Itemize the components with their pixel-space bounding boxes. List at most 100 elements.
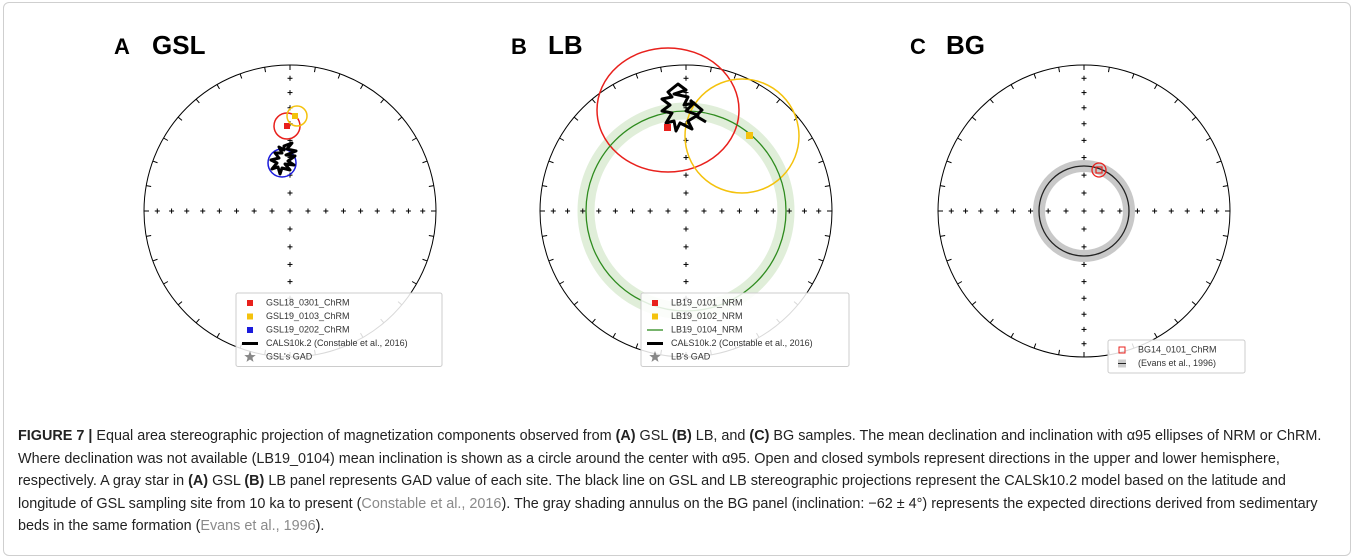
expected-circle [1038,165,1130,257]
rim-tick [548,160,554,164]
rim-tick [163,137,169,141]
rim-tick [635,73,639,79]
legend-marker [247,300,253,306]
legend-label: GSL19_0103_ChRM [266,311,350,321]
rim-tick [152,160,158,164]
rim-tick [239,73,243,79]
rim-tick [216,332,220,338]
rim-tick [946,258,952,262]
rim-tick [1033,343,1037,349]
rim-tick [1191,116,1197,121]
rim-tick [380,98,385,104]
legend-marker [652,313,658,320]
figure-frame [3,2,1351,556]
rim-tick [264,67,267,73]
legend-label: GSL19_0202_ChRM [266,324,350,334]
panel-title: BG [946,30,985,60]
legend-label: CALS10k.2 (Constable et al., 2016) [266,338,408,348]
rim-tick [1131,73,1135,79]
rim-tick [660,67,663,73]
legend-label: CALS10k.2 (Constable et al., 2016) [671,338,813,348]
caption-text: ). The gray shading annulus on the BG pa… [18,495,1318,535]
legend-label: GSL's GAD [266,351,313,361]
rim-tick [1107,67,1110,73]
rim-tick [146,234,152,237]
legend-box [235,292,443,367]
rim-tick [989,98,994,104]
rim-tick [422,258,428,262]
rim-tick [971,301,977,306]
rim-tick [163,281,169,285]
rim-tick [1216,258,1222,262]
rim-tick [612,84,616,90]
a95-ellipse [286,105,308,127]
rim-tick [1010,332,1014,338]
mean-direction [664,124,671,131]
rim-tick [216,84,220,90]
legend-marker [244,351,256,362]
rim-tick [428,234,434,237]
legend-label: LB19_0102_NRM [671,311,743,321]
rim-tick [940,185,946,188]
caption-text: GSL [635,428,672,444]
figure: A GSL B LB C BG GSL18_0301_ChRM GSL19_010… [114,30,1246,374]
rim-tick [940,234,946,237]
rim-tick [1154,84,1158,90]
rim-tick [807,281,813,285]
rim-tick [152,258,158,262]
rim-tick [818,160,824,164]
caption-text: ). [315,518,325,535]
rim-tick [635,343,639,349]
rim-tick [1222,234,1228,237]
rim-tick [971,116,977,121]
caption-text: LB panel represents GAD value of each si… [18,473,1286,512]
caption-ref: (C) [749,428,770,444]
caption: FIGURE 7 | Equal area stereographic proj… [18,425,1336,538]
rim-tick [360,84,364,90]
panel-letter: B [511,34,527,59]
mean-direction [284,123,290,129]
caption-ref: (B) [671,428,692,444]
a95-ellipse [684,78,800,194]
rim-tick [989,318,994,324]
legend-marker [1118,346,1126,354]
rim-tick [1222,185,1228,188]
rim-tick [1174,98,1179,104]
rim-tick [548,258,554,262]
rim-tick [1205,137,1211,141]
legend-label: GSL18_0301_ChRM [266,297,350,307]
panel-title: GSL [152,30,206,60]
legend-label: LB19_0101_NRM [671,297,743,307]
cals-model-line [269,141,298,176]
rim-tick [573,116,579,121]
mean-direction [292,113,298,119]
rim-tick [1010,84,1014,90]
rim-tick [1033,73,1037,79]
rim-tick [733,73,737,79]
citation-link[interactable]: Constable et al., 2016 [361,495,502,512]
rim-tick [337,73,341,79]
rim-tick [612,332,616,338]
rim-tick [807,137,813,141]
rim-tick [957,137,963,141]
rim-tick [756,84,760,90]
rim-tick [195,318,200,324]
rim-tick [177,116,183,121]
rim-tick [559,281,565,285]
rim-tick [177,301,183,306]
rim-tick [1216,160,1222,164]
legend-label: LB's GAD [671,351,711,361]
rim-tick [411,137,417,141]
rim-tick [1154,332,1158,338]
rim-tick [709,67,712,73]
panel-letter: C [910,34,926,59]
rim-tick [542,234,548,237]
caption-text: LB, and [691,428,750,444]
legend-box [640,292,850,367]
legend-label: BG14_0101_ChRM [1138,344,1217,354]
rim-tick [542,185,548,188]
citation-link[interactable]: Evans et al., 1996 [200,518,316,535]
rim-tick [591,318,596,324]
rim-tick [1205,281,1211,285]
